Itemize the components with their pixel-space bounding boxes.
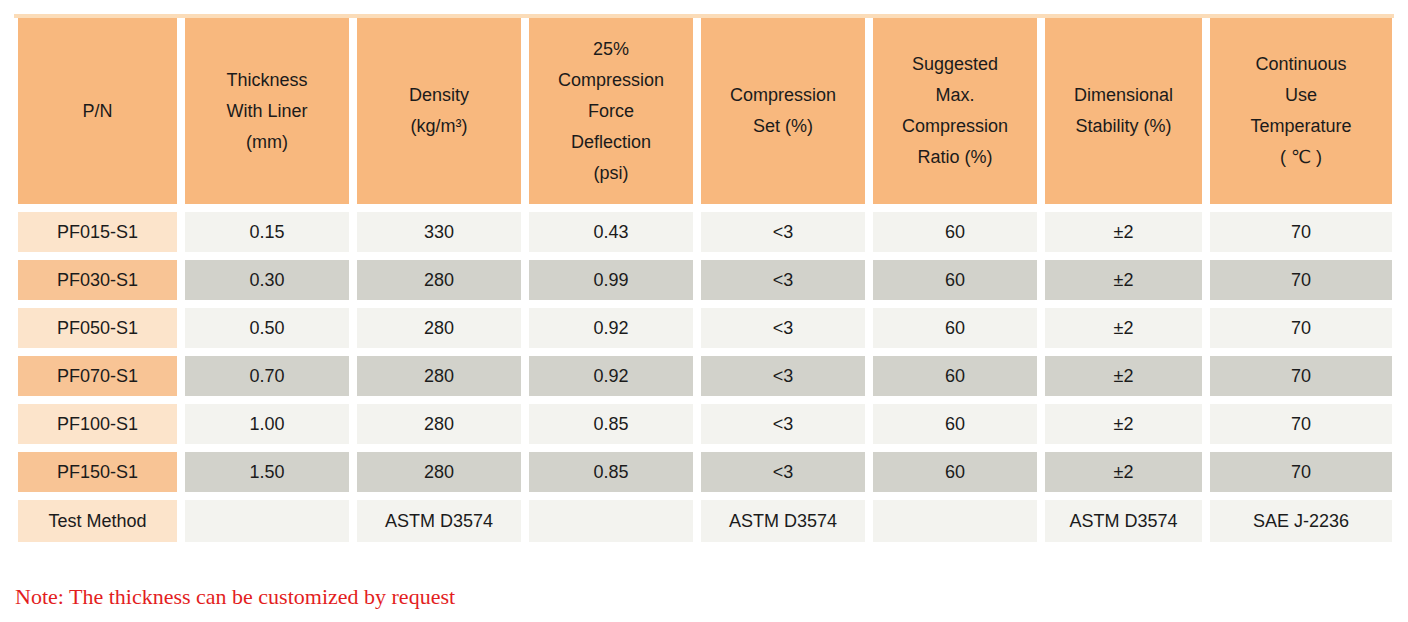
table-cell: 60 — [873, 404, 1037, 444]
table-cell: 1.50 — [185, 452, 349, 492]
column-header-density: Density (kg/m³) — [357, 18, 521, 204]
table-cell: 0.70 — [185, 356, 349, 396]
row-label-pf015: PF015-S1 — [18, 212, 177, 252]
table-cell: ±2 — [1045, 356, 1202, 396]
table-cell — [529, 500, 693, 542]
table-cell: <3 — [701, 308, 865, 348]
table-cell: 70 — [1210, 212, 1392, 252]
table-cell: ±2 — [1045, 260, 1202, 300]
row-label-pf100: PF100-S1 — [18, 404, 177, 444]
table-cell: 70 — [1210, 308, 1392, 348]
table-cell: ±2 — [1045, 404, 1202, 444]
table-cell: ASTM D3574 — [1045, 500, 1202, 542]
table-cell: ±2 — [1045, 308, 1202, 348]
table-cell: SAE J-2236 — [1210, 500, 1392, 542]
column-header-dimensional-stability: Dimensional Stability (%) — [1045, 18, 1202, 204]
table-cell: 70 — [1210, 260, 1392, 300]
table-cell: 60 — [873, 212, 1037, 252]
column-header-compression-set: Compression Set (%) — [701, 18, 865, 204]
column-header-continuous-use-temperature: Continuous Use Temperature ( ℃ ) — [1210, 18, 1392, 204]
table-cell: ±2 — [1045, 452, 1202, 492]
table-cell: 70 — [1210, 404, 1392, 444]
column-header-compression-force-deflection: 25% Compression Force Deflection (psi) — [529, 18, 693, 204]
table-cell: 60 — [873, 452, 1037, 492]
table-cell: 1.00 — [185, 404, 349, 444]
table-cell: 60 — [873, 260, 1037, 300]
table-cell: 280 — [357, 452, 521, 492]
table-cell: 0.92 — [529, 356, 693, 396]
column-header-max-compression-ratio: Suggested Max. Compression Ratio (%) — [873, 18, 1037, 204]
table-cell: 0.15 — [185, 212, 349, 252]
table-cell: 280 — [357, 356, 521, 396]
table-cell — [185, 500, 349, 542]
table-cell: 60 — [873, 308, 1037, 348]
table-cell: 0.50 — [185, 308, 349, 348]
spec-table: P/N Thickness With Liner (mm) Density (k… — [18, 14, 1392, 542]
table-grid: P/N Thickness With Liner (mm) Density (k… — [18, 18, 1392, 542]
table-cell: <3 — [701, 404, 865, 444]
table-cell: <3 — [701, 356, 865, 396]
datasheet-page: P/N Thickness With Liner (mm) Density (k… — [0, 0, 1408, 622]
table-cell: 330 — [357, 212, 521, 252]
table-cell: 70 — [1210, 356, 1392, 396]
table-cell: 0.85 — [529, 404, 693, 444]
table-cell — [873, 500, 1037, 542]
table-cell: 280 — [357, 308, 521, 348]
column-header-pn: P/N — [18, 18, 177, 204]
row-label-pf030: PF030-S1 — [18, 260, 177, 300]
table-cell: <3 — [701, 260, 865, 300]
table-cell: 0.92 — [529, 308, 693, 348]
column-header-thickness: Thickness With Liner (mm) — [185, 18, 349, 204]
table-cell: 60 — [873, 356, 1037, 396]
table-cell: ASTM D3574 — [357, 500, 521, 542]
row-label-pf050: PF050-S1 — [18, 308, 177, 348]
row-label-test-method: Test Method — [18, 500, 177, 542]
table-cell: <3 — [701, 212, 865, 252]
table-cell: 0.85 — [529, 452, 693, 492]
table-cell: 0.43 — [529, 212, 693, 252]
table-cell: 280 — [357, 260, 521, 300]
table-cell: ASTM D3574 — [701, 500, 865, 542]
table-cell: 280 — [357, 404, 521, 444]
row-label-pf150: PF150-S1 — [18, 452, 177, 492]
table-cell: 0.30 — [185, 260, 349, 300]
table-cell: 0.99 — [529, 260, 693, 300]
note-text: Note: The thickness can be customized by… — [15, 584, 455, 610]
row-label-pf070: PF070-S1 — [18, 356, 177, 396]
table-cell: ±2 — [1045, 212, 1202, 252]
table-cell: <3 — [701, 452, 865, 492]
table-cell: 70 — [1210, 452, 1392, 492]
